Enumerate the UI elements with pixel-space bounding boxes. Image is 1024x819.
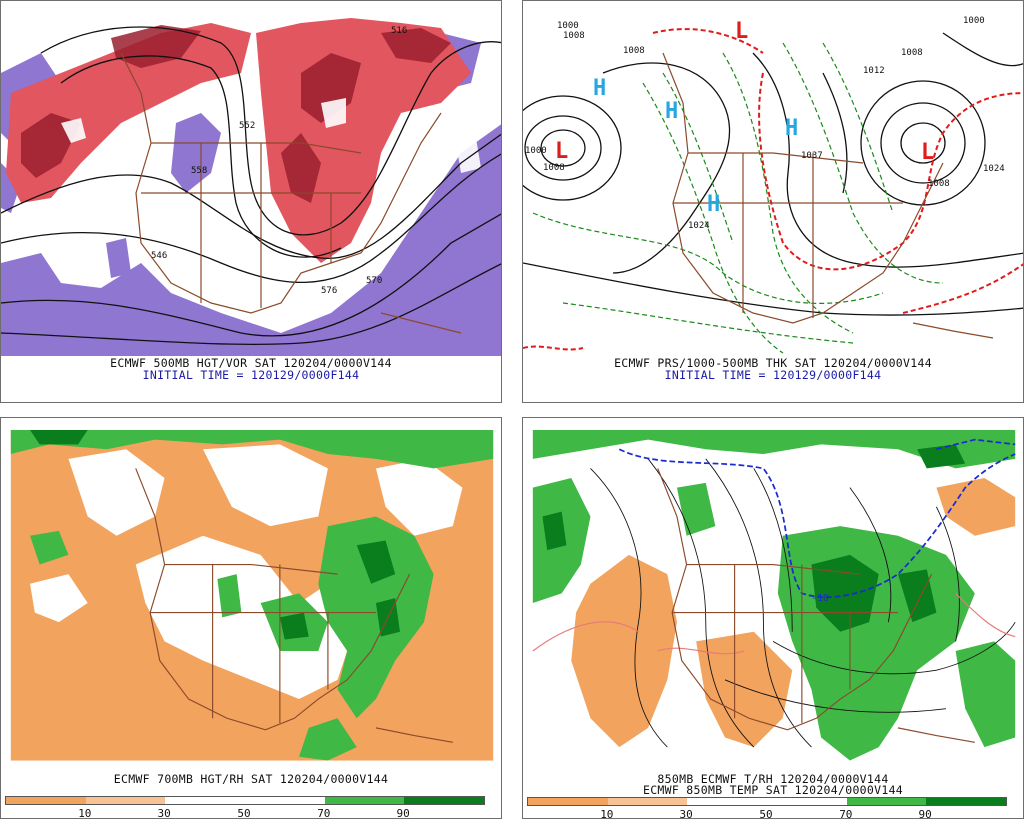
colorbar-tick: 30 [157, 807, 171, 819]
isobar-label: 1024 [688, 221, 710, 231]
panel-500mb-hgt-vor: 576 552 546 558 570 516 ECMWF 500MB HGT/… [0, 0, 502, 403]
relative-humidity-map [10, 430, 494, 761]
high-pressure-marker: H [593, 76, 606, 101]
colorbar-tick: 90 [918, 808, 932, 819]
panel-title: ECMWF 700MB HGT/RH SAT 120204/0000V144 [113, 772, 389, 786]
isobar-label: 1000 [557, 21, 579, 31]
contour-label: 570 [366, 276, 382, 286]
colorbar-tick: 70 [839, 808, 853, 819]
pressure-thickness-map: H H H H L L L 1000 1008 1008 1000 1008 1… [523, 16, 1023, 354]
panel-700mb-hgt-rh: ECMWF 700MB HGT/RH SAT 120204/0000V144 1… [0, 417, 502, 819]
colorbar-tick: 90 [396, 807, 410, 819]
isobar-label: 1008 [563, 31, 585, 41]
isobar-label: 1012 [863, 66, 885, 76]
isobar-label: 1008 [543, 163, 565, 173]
contour-label: 546 [151, 251, 167, 261]
high-pressure-marker: H [785, 116, 798, 141]
isobar-label: 1000 [963, 16, 985, 26]
contour-label: 576 [321, 286, 337, 296]
contour-label: 552 [239, 121, 255, 131]
panel-title: ECMWF PRS/1000-500MB THK SAT 120204/0000… [614, 356, 932, 370]
low-pressure-marker: L [555, 139, 568, 164]
colorbar-tick: 50 [237, 807, 251, 819]
panel-title: ECMWF 500MB HGT/VOR SAT 120204/0000V144 [110, 356, 392, 370]
low-pressure-marker: L [921, 140, 934, 165]
colorbar-labels: 10 30 50 70 90 [527, 808, 1005, 819]
colorbar-tick: 10 [78, 807, 92, 819]
isobar-label: 1008 [901, 48, 923, 58]
colorbar-tick: 50 [759, 808, 773, 819]
rh-colorbar [527, 797, 1007, 806]
colorbar-tick: 10 [600, 808, 614, 819]
panel-subtitle: ECMWF 850MB TEMP SAT 120204/0000V144 [642, 783, 904, 797]
initial-time-label: INITIAL TIME = 120129/0000F144 [142, 368, 360, 382]
isobar-label: 1024 [983, 164, 1005, 174]
colorbar-tick: 30 [679, 808, 693, 819]
isobar-label: 1000 [525, 146, 547, 156]
temperature-rh-map: -10 [532, 430, 1016, 761]
panel-850mb-temp-rh: -10 850MB ECMWF T/RH 120204/0000V144 ECM… [522, 417, 1024, 819]
rh-colorbar [5, 796, 485, 805]
panel-pressure-thickness: H H H H L L L 1000 1008 1008 1000 1008 1… [522, 0, 1024, 403]
vorticity-map: 576 552 546 558 570 516 [1, 18, 501, 356]
high-pressure-marker: H [707, 192, 720, 217]
isobar-label: 1008 [623, 46, 645, 56]
colorbar-tick: 70 [317, 807, 331, 819]
high-pressure-marker: H [665, 99, 678, 124]
low-pressure-marker: L [735, 19, 748, 44]
isobar-label: 1037 [801, 151, 823, 161]
colorbar-labels: 10 30 50 70 90 [5, 807, 483, 819]
contour-label: 516 [391, 26, 407, 36]
initial-time-label: INITIAL TIME = 120129/0000F144 [664, 368, 882, 382]
isobar-label: 1008 [928, 179, 950, 189]
temp-contour-label: -10 [811, 593, 829, 604]
contour-label: 558 [191, 166, 207, 176]
panel-title: 850MB ECMWF T/RH 120204/0000V144 [657, 772, 889, 786]
